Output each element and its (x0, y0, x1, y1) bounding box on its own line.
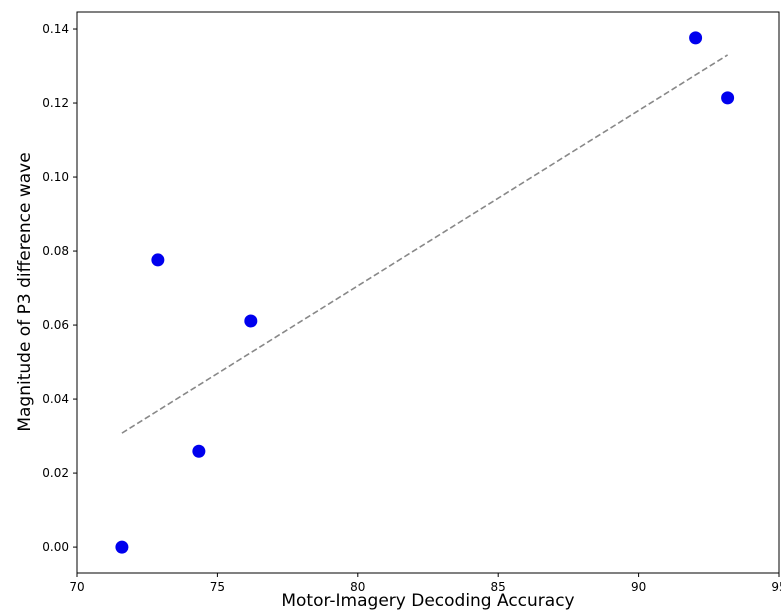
x-tick-label: 75 (210, 580, 225, 594)
point (721, 91, 735, 105)
x-tick-label: 70 (69, 580, 84, 594)
y-tick-label: 0.14 (42, 22, 69, 36)
point (192, 444, 206, 458)
x-tick-label: 80 (350, 580, 365, 594)
point (115, 540, 129, 554)
plot-frame (76, 11, 780, 574)
x-tick-label: 85 (491, 580, 506, 594)
y-tick-label: 0.00 (42, 540, 69, 554)
x-axis-label: Motor-Imagery Decoding Accuracy (281, 591, 574, 611)
point (151, 253, 165, 267)
y-tick-label: 0.02 (42, 466, 69, 480)
y-tick-label: 0.10 (42, 170, 69, 184)
y-tick-label: 0.12 (42, 96, 69, 110)
y-tick-label: 0.08 (42, 244, 69, 258)
point (689, 31, 703, 45)
x-tick-label: 95 (771, 580, 781, 594)
point (244, 314, 258, 328)
y-axis-label: Magnitude of P3 difference wave (15, 152, 35, 431)
y-tick-label: 0.06 (42, 318, 69, 332)
trend-line (121, 54, 729, 434)
x-tick-label: 90 (631, 580, 646, 594)
y-tick-label: 0.04 (42, 392, 69, 406)
